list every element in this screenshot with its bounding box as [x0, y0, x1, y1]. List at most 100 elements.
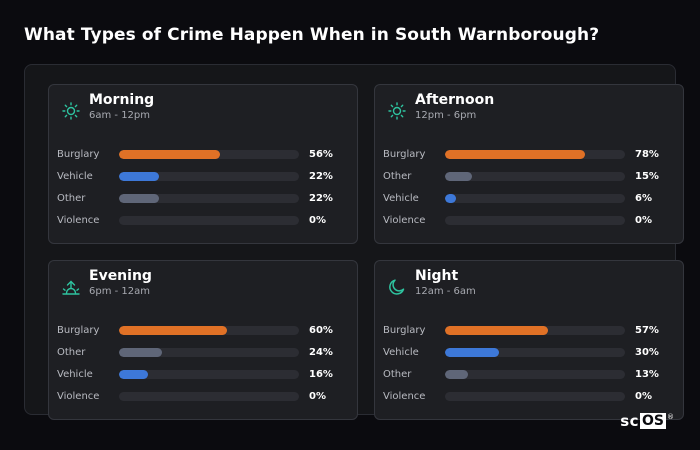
card-title: Morning: [89, 92, 155, 108]
card-night: Night 12am - 6am Burglary 57% Vehicle 30% …: [374, 260, 684, 420]
crime-percent: 0%: [635, 215, 652, 226]
bar-fill: [119, 172, 159, 181]
bar-track: [445, 172, 625, 181]
bar-track: [119, 326, 299, 335]
crime-row: Other 24%: [57, 343, 351, 365]
moon-icon: [387, 277, 407, 297]
bar-track: [119, 370, 299, 379]
crime-percent: 57%: [635, 325, 659, 336]
bar-track: [445, 392, 625, 401]
bar-track: [445, 194, 625, 203]
crime-row: Burglary 78%: [383, 145, 677, 167]
crime-percent: 0%: [635, 391, 652, 402]
crime-percent: 15%: [635, 171, 659, 182]
crime-percent: 16%: [309, 369, 333, 380]
bar-fill: [445, 150, 586, 159]
crime-row: Burglary 60%: [57, 321, 351, 343]
card-title: Night: [415, 268, 459, 284]
sun-icon: [61, 101, 81, 121]
card-afternoon: Afternoon 12pm - 6pm Burglary 78% Other 15…: [374, 84, 684, 244]
crime-row: Other 15%: [383, 167, 677, 189]
crime-percent: 0%: [309, 391, 326, 402]
bar-fill: [119, 370, 148, 379]
crime-label: Violence: [383, 391, 426, 402]
bar-fill: [119, 150, 220, 159]
sun-icon: [387, 101, 407, 121]
crime-row: Violence 0%: [57, 211, 351, 233]
card-evening: Evening 6pm - 12am Burglary 60% Other 24% …: [48, 260, 358, 420]
crime-row: Violence 0%: [383, 387, 677, 409]
bar-track: [119, 194, 299, 203]
crime-percent: 30%: [635, 347, 659, 358]
crime-label: Vehicle: [383, 193, 419, 204]
bar-track: [445, 348, 625, 357]
bar-track: [445, 216, 625, 225]
crime-percent: 78%: [635, 149, 659, 160]
crime-row: Vehicle 6%: [383, 189, 677, 211]
bar-track: [119, 216, 299, 225]
crime-percent: 6%: [635, 193, 652, 204]
bar-fill: [445, 348, 499, 357]
logo-box-text: OS: [640, 413, 666, 429]
crime-rows: Burglary 57% Vehicle 30% Other 13% Violence…: [383, 321, 677, 409]
crime-label: Violence: [57, 215, 100, 226]
bar-track: [119, 392, 299, 401]
card-time-range: 6am - 12pm: [89, 110, 151, 121]
logo-text: sc: [620, 412, 640, 430]
bar-fill: [445, 370, 469, 379]
crime-rows: Burglary 56% Vehicle 22% Other 22% Violence…: [57, 145, 351, 233]
crime-percent: 60%: [309, 325, 333, 336]
bar-fill: [445, 326, 548, 335]
crime-row: Other 22%: [57, 189, 351, 211]
crime-label: Other: [383, 171, 412, 182]
crime-row: Burglary 57%: [383, 321, 677, 343]
crime-row: Burglary 56%: [57, 145, 351, 167]
crime-percent: 24%: [309, 347, 333, 358]
bar-track: [119, 348, 299, 357]
crime-label: Burglary: [383, 325, 426, 336]
bar-fill: [119, 194, 159, 203]
crime-percent: 22%: [309, 171, 333, 182]
crime-row: Violence 0%: [57, 387, 351, 409]
crime-percent: 22%: [309, 193, 333, 204]
card-time-range: 12pm - 6pm: [415, 110, 477, 121]
registered-mark: ®: [667, 413, 674, 421]
crime-row: Other 13%: [383, 365, 677, 387]
crime-row: Violence 0%: [383, 211, 677, 233]
crime-rows: Burglary 78% Other 15% Vehicle 6% Violence 0…: [383, 145, 677, 233]
crime-row: Vehicle 16%: [57, 365, 351, 387]
bar-track: [445, 326, 625, 335]
crime-label: Other: [57, 193, 86, 204]
bar-fill: [445, 172, 472, 181]
card-time-range: 6pm - 12am: [89, 286, 151, 297]
bar-track: [445, 370, 625, 379]
crime-label: Vehicle: [57, 171, 93, 182]
crime-label: Burglary: [57, 325, 100, 336]
bar-fill: [119, 326, 227, 335]
bar-track: [119, 172, 299, 181]
card-title: Afternoon: [415, 92, 495, 108]
crime-row: Vehicle 22%: [57, 167, 351, 189]
page-title: What Types of Crime Happen When in South…: [24, 25, 600, 45]
bar-track: [445, 150, 625, 159]
card-morning: Morning 6am - 12pm Burglary 56% Vehicle 22…: [48, 84, 358, 244]
card-title: Evening: [89, 268, 152, 284]
crime-label: Burglary: [383, 149, 426, 160]
bar-fill: [119, 348, 163, 357]
bar-track: [119, 150, 299, 159]
card-time-range: 12am - 6am: [415, 286, 476, 297]
crime-label: Violence: [57, 391, 100, 402]
crime-label: Violence: [383, 215, 426, 226]
crime-label: Other: [383, 369, 412, 380]
crime-label: Vehicle: [383, 347, 419, 358]
crime-label: Burglary: [57, 149, 100, 160]
crime-percent: 13%: [635, 369, 659, 380]
scos-logo: sc OS ®: [620, 413, 674, 429]
bar-fill: [445, 194, 456, 203]
crime-rows: Burglary 60% Other 24% Vehicle 16% Violence…: [57, 321, 351, 409]
sunset-icon: [61, 277, 81, 297]
crime-percent: 56%: [309, 149, 333, 160]
crime-label: Other: [57, 347, 86, 358]
crime-row: Vehicle 30%: [383, 343, 677, 365]
crime-percent: 0%: [309, 215, 326, 226]
